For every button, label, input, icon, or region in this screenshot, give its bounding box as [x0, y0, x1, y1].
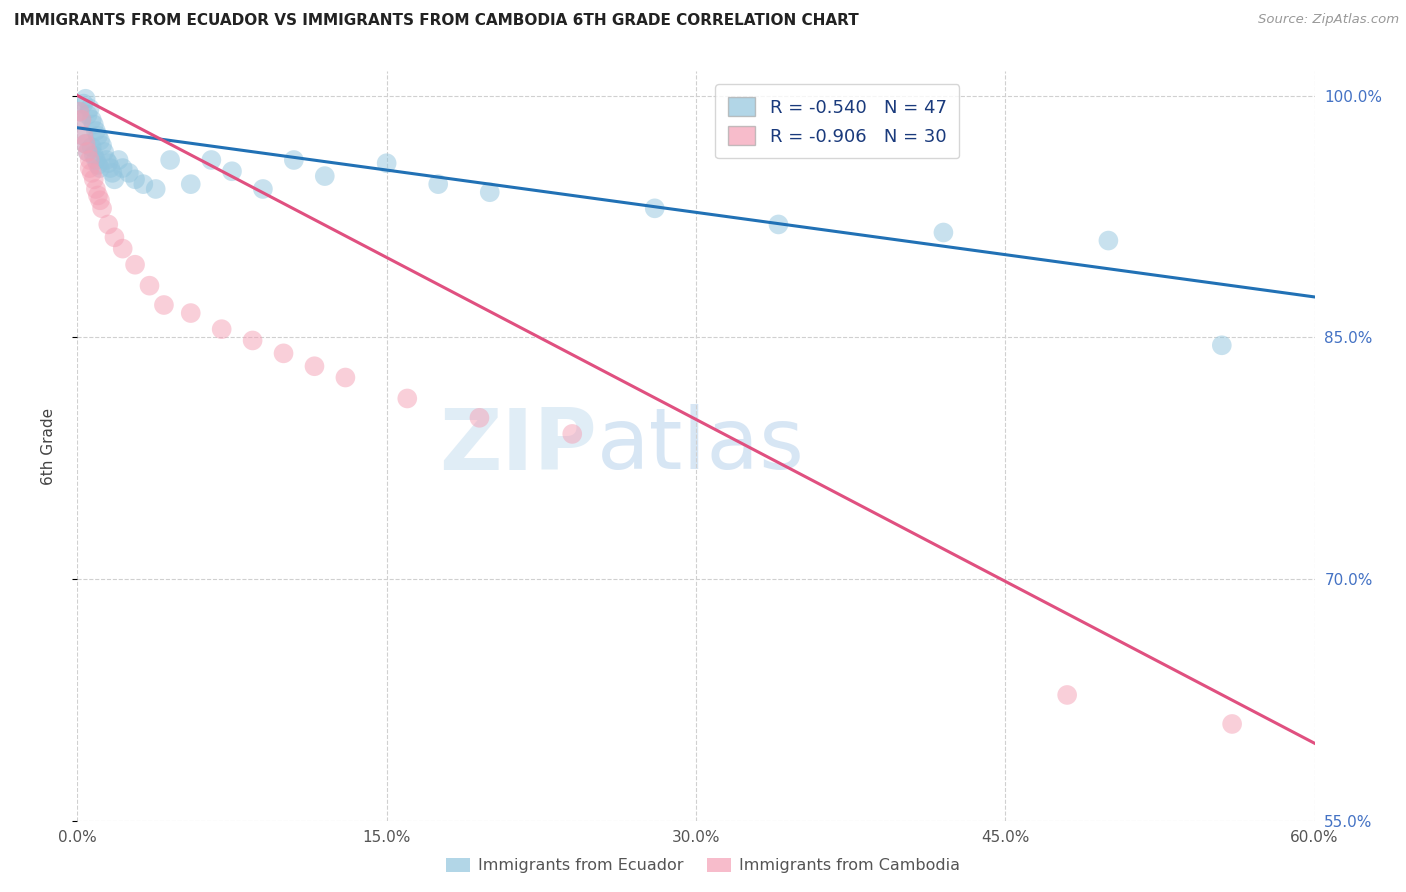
Point [67, 104, 90, 119]
Point [75, 136, 97, 151]
Point [84, 124, 107, 138]
Text: atlas: atlas [598, 404, 806, 488]
Point [221, 164, 243, 178]
Point [200, 153, 222, 167]
Point [80, 112, 103, 127]
Point [252, 182, 274, 196]
Text: ZIP: ZIP [439, 404, 598, 488]
Point [1211, 338, 1233, 352]
Point [101, 166, 124, 180]
Point [273, 346, 295, 360]
Point [97, 218, 120, 232]
Text: Source: ZipAtlas.com: Source: ZipAtlas.com [1258, 13, 1399, 27]
Point [335, 370, 357, 384]
Point [76, 145, 98, 159]
Point [478, 185, 501, 199]
Point [87, 128, 110, 143]
Point [644, 202, 666, 216]
Point [138, 278, 160, 293]
Point [89, 161, 111, 175]
Point [70, 112, 93, 127]
Point [1220, 717, 1243, 731]
Legend: R = -0.540   N = 47, R = -0.906   N = 30: R = -0.540 N = 47, R = -0.906 N = 30 [716, 84, 959, 158]
Point [89, 134, 111, 148]
Point [153, 298, 176, 312]
Point [79, 102, 101, 116]
Point [84, 182, 107, 196]
Point [83, 148, 105, 162]
Point [396, 392, 419, 406]
Point [98, 161, 121, 175]
Point [79, 161, 101, 175]
Point [96, 153, 118, 167]
Point [180, 177, 202, 191]
Point [242, 334, 264, 348]
Point [768, 218, 790, 232]
Point [124, 172, 146, 186]
Legend: Immigrants from Ecuador, Immigrants from Cambodia: Immigrants from Ecuador, Immigrants from… [440, 851, 966, 880]
Point [83, 172, 105, 186]
Point [145, 182, 167, 196]
Point [97, 156, 120, 170]
Point [83, 118, 105, 132]
Point [180, 306, 202, 320]
Point [132, 177, 155, 191]
Point [87, 188, 110, 202]
Point [314, 169, 336, 183]
Point [103, 172, 125, 186]
Point [124, 258, 146, 272]
Point [107, 153, 129, 167]
Point [67, 104, 90, 119]
Point [76, 108, 98, 122]
Point [91, 202, 114, 216]
Point [79, 153, 101, 167]
Point [80, 166, 103, 180]
Text: IMMIGRANTS FROM ECUADOR VS IMMIGRANTS FROM CAMBODIA 6TH GRADE CORRELATION CHART: IMMIGRANTS FROM ECUADOR VS IMMIGRANTS FR… [14, 13, 859, 29]
Point [93, 145, 115, 159]
Point [72, 96, 94, 111]
Point [468, 410, 491, 425]
Point [89, 194, 111, 208]
Point [87, 158, 110, 172]
Point [304, 359, 326, 374]
Point [72, 128, 94, 143]
Point [70, 112, 93, 127]
Point [375, 156, 398, 170]
Point [1056, 688, 1078, 702]
Point [111, 161, 134, 175]
Point [72, 128, 94, 143]
Y-axis label: 6th Grade: 6th Grade [42, 408, 56, 484]
Point [283, 153, 305, 167]
Point [427, 177, 450, 191]
Point [211, 322, 233, 336]
Point [118, 166, 141, 180]
Point [111, 242, 134, 256]
Point [561, 426, 583, 441]
Point [159, 153, 181, 167]
Point [932, 226, 955, 240]
Point [76, 145, 98, 159]
Point [75, 92, 97, 106]
Point [91, 138, 114, 153]
Point [75, 136, 97, 151]
Point [84, 153, 107, 167]
Point [80, 140, 103, 154]
Point [103, 230, 125, 244]
Point [1097, 234, 1119, 248]
